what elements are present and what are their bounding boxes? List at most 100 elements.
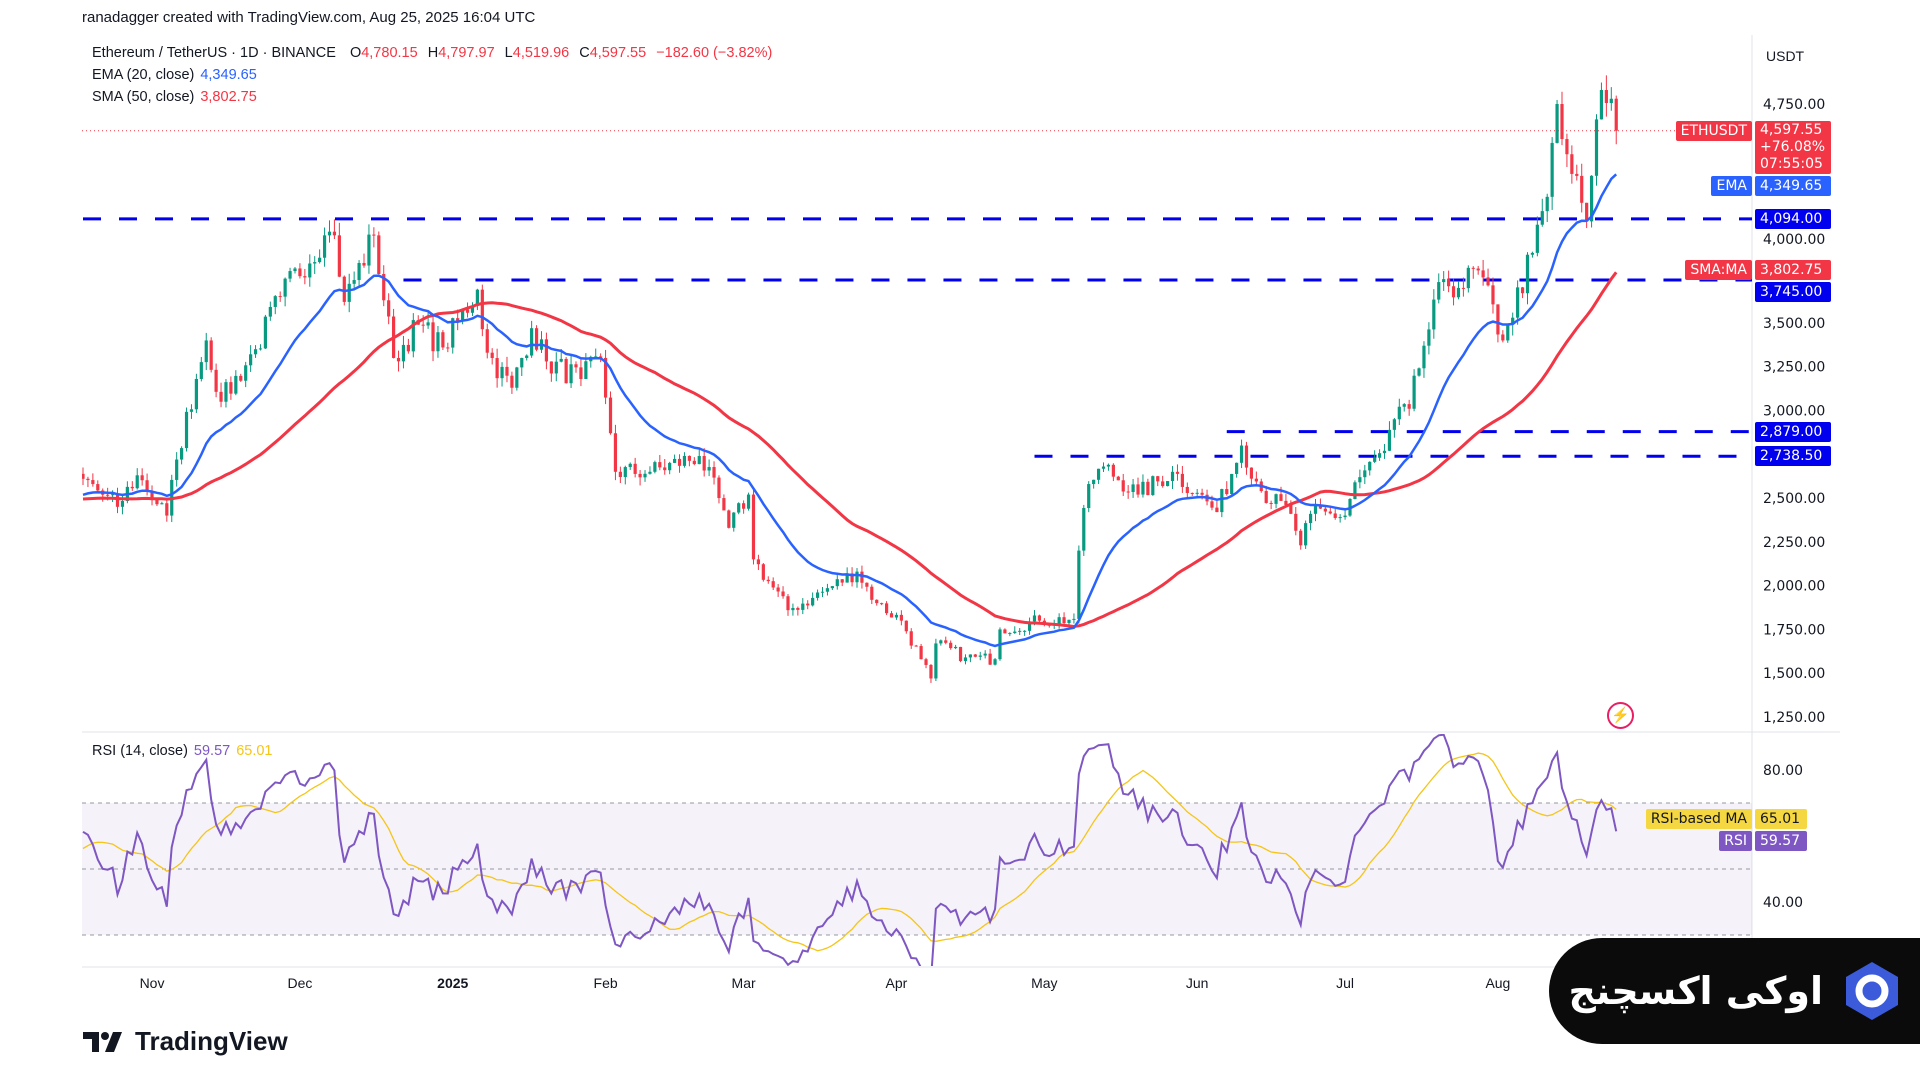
price-tick-label: 3,000.00 <box>1763 403 1825 419</box>
candle-body <box>1323 508 1327 512</box>
candle-body <box>1072 618 1076 620</box>
candle-body <box>352 280 356 284</box>
candle-body <box>293 268 297 272</box>
currency-label[interactable]: USDT <box>1766 48 1805 64</box>
candle-body <box>1520 287 1525 294</box>
lightning-icon[interactable]: ⚡ <box>1607 702 1634 729</box>
candle-body <box>421 324 425 326</box>
candle-body <box>1077 550 1081 619</box>
candle-body <box>1032 615 1037 622</box>
candle-body <box>1304 523 1308 546</box>
candle <box>347 273 351 313</box>
candle-body <box>510 375 514 388</box>
candle <box>1471 266 1475 279</box>
candle-body <box>278 296 282 298</box>
candle <box>367 224 371 274</box>
sma-legend[interactable]: SMA (50, close) 3,802.75 <box>92 89 257 105</box>
candle-body <box>184 411 189 449</box>
candle-body <box>1565 139 1569 155</box>
candle-body <box>682 455 687 466</box>
sma-50-line <box>82 271 1618 629</box>
candle-body <box>525 355 529 359</box>
candle-body <box>1003 629 1007 634</box>
candle <box>1225 481 1229 496</box>
candle-body <box>1101 466 1106 469</box>
candle <box>1481 259 1485 286</box>
tradingview-wordmark: TradingView <box>135 1026 288 1056</box>
candle-body <box>1609 98 1613 104</box>
candle-body <box>1387 429 1392 451</box>
candle-body <box>140 475 144 481</box>
candle <box>860 565 864 589</box>
ema-legend[interactable]: EMA (20, close) 4,349.65 <box>92 67 257 83</box>
candle-body <box>801 603 805 610</box>
candle <box>1239 439 1244 469</box>
candle <box>1442 271 1446 291</box>
candle-body <box>732 512 736 528</box>
chart-credit: ranadagger created with TradingView.com,… <box>82 9 536 26</box>
candle-body <box>194 378 198 410</box>
candle-body <box>643 473 647 478</box>
candle <box>303 268 307 285</box>
tradingview-logo[interactable]: TradingView <box>83 1026 288 1057</box>
candle <box>830 586 834 591</box>
candle <box>707 459 711 477</box>
candle <box>1368 461 1372 476</box>
candle-body <box>1570 154 1574 174</box>
candle-body <box>318 257 322 263</box>
candle <box>219 382 223 408</box>
symbol-legend[interactable]: Ethereum / TetherUS · 1D · BINANCE O4,78… <box>92 45 772 61</box>
candle <box>737 502 741 515</box>
candle <box>278 291 282 302</box>
candle <box>1422 341 1426 378</box>
candle <box>939 639 943 646</box>
candle-body <box>1092 479 1096 485</box>
ema-value: 4,349.65 <box>200 67 257 83</box>
candle-body <box>1180 473 1184 487</box>
candle <box>234 370 238 396</box>
candle <box>1550 137 1554 210</box>
candle-body <box>811 597 815 606</box>
candle-body <box>283 278 287 297</box>
candle-body <box>1151 476 1155 496</box>
axes: Nov Dec 2025 Feb Mar Apr May Jun Jul Aug 4,750.00 4… <box>140 97 1826 991</box>
candle <box>1096 468 1101 485</box>
candle <box>934 638 938 682</box>
candle-body <box>362 263 366 266</box>
candle-body <box>456 318 460 321</box>
okex-watermark: اوکی اکسچنج <box>1549 938 1920 1044</box>
candle <box>653 460 657 474</box>
candle <box>1555 99 1559 144</box>
rsi-legend[interactable]: RSI (14, close) 59.57 65.01 <box>92 743 273 759</box>
candle <box>594 348 598 358</box>
candle-body <box>1210 501 1214 508</box>
candle <box>771 577 775 591</box>
candle-body <box>791 607 795 611</box>
candle-body <box>988 653 992 665</box>
candle <box>184 407 189 452</box>
candle-body <box>830 586 834 589</box>
candle-body <box>1131 484 1135 493</box>
candle-body <box>978 655 982 657</box>
candle-body <box>426 322 430 326</box>
candle-body <box>1614 98 1618 131</box>
candle <box>1604 75 1608 117</box>
candle <box>603 349 608 405</box>
candle-body <box>934 643 938 679</box>
candle <box>441 330 445 351</box>
time-tick-label: Dec <box>287 975 312 991</box>
candle-body <box>919 646 923 660</box>
candle-body <box>1037 615 1042 621</box>
time-tick-label: Jun <box>1186 975 1209 991</box>
candle <box>411 313 415 358</box>
candle <box>811 592 815 607</box>
candle <box>786 594 790 616</box>
ema-label-tag: EMA <box>1711 175 1752 196</box>
candle-body <box>742 503 746 509</box>
candle <box>101 488 105 502</box>
candle-body <box>786 596 790 611</box>
candle-body <box>751 494 756 560</box>
candle <box>1254 471 1258 486</box>
candle-body <box>924 659 928 665</box>
